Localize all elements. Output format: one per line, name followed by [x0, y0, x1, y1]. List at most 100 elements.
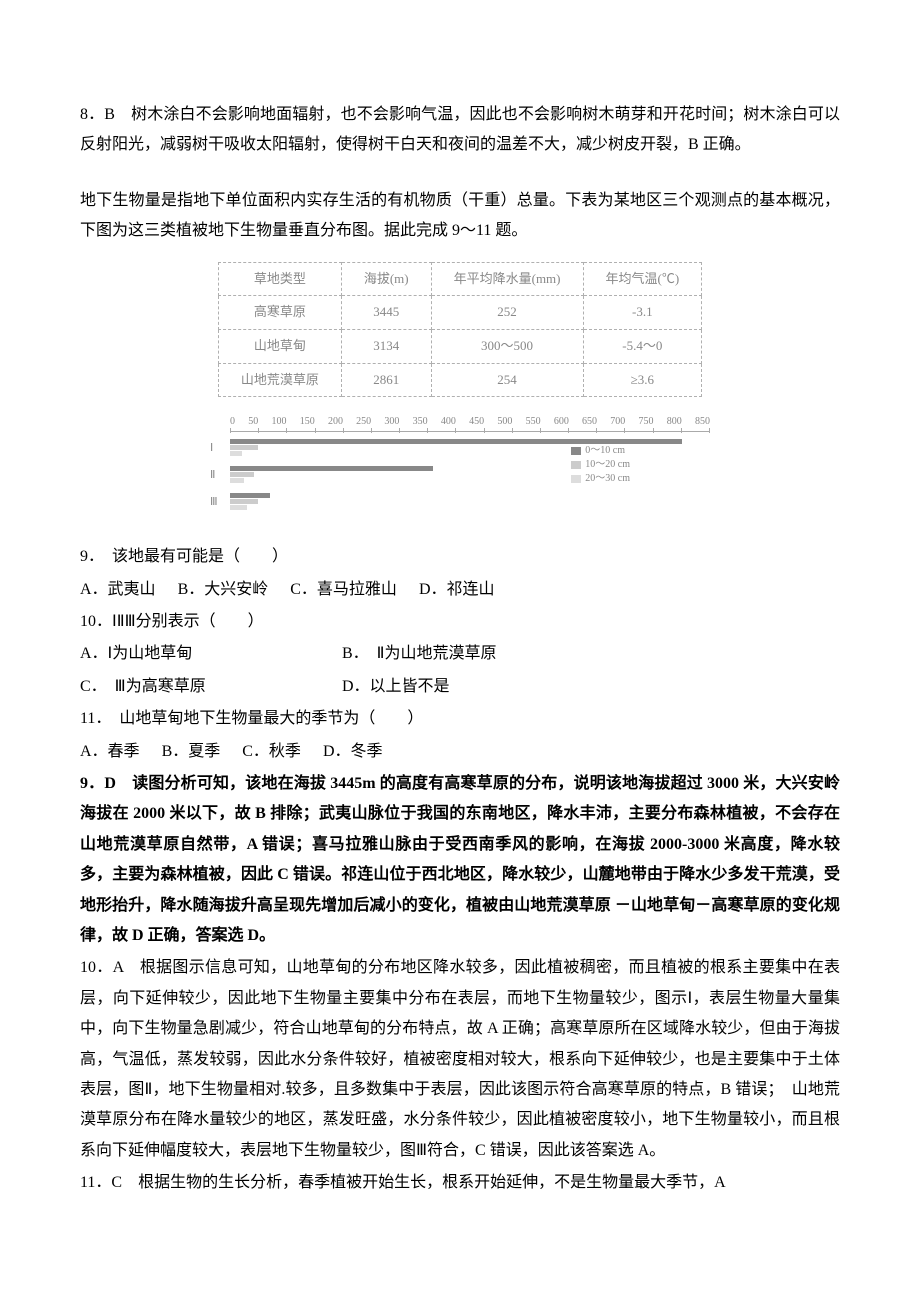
bar [230, 478, 244, 483]
legend-label: 20～30 cm [585, 472, 630, 486]
option-10d: D．以上皆不是 [342, 672, 450, 702]
x-tick [286, 428, 287, 433]
x-tick [596, 428, 597, 433]
bar-chart-wrapper: 0501001502002503003504004505005506006507… [80, 412, 840, 522]
question-11-stem: 11． 山地草甸地下生物量最大的季节为（ ） [80, 704, 840, 734]
option-10b: B． Ⅱ为山地荒漠草原 [342, 639, 497, 669]
option-9b: B．大兴安岭 [178, 575, 269, 605]
option-11c: C．秋季 [242, 737, 301, 767]
bar-group: Ⅲ [210, 490, 710, 513]
legend-box-2 [571, 475, 581, 483]
answer-10: 10．A 根据图示信息可知，山地草甸的分布地区降水较多，因此植被稠密，而且植被的… [80, 953, 840, 1166]
cell: -3.1 [583, 296, 702, 330]
table-row: 山地草甸 3134 300～500 -5.4～0 [218, 329, 701, 363]
question-10-stem: 10．ⅠⅡⅢ分别表示（ ） [80, 607, 840, 637]
answer-9-text: 读图分析可知，该地在海拔 3445m 的高度有高寒草原的分布，说明该地海拔超过 … [80, 775, 840, 944]
bar-set [230, 463, 710, 486]
table-header-row: 草地类型 海拔(m) 年平均降水量(mm) 年均气温(℃) [218, 262, 701, 296]
question-11-options: A．春季 B．夏季 C．秋季 D．冬季 [80, 737, 840, 767]
legend-label: 0～10 cm [585, 444, 625, 458]
bar [230, 451, 242, 456]
option-11b: B．夏季 [162, 737, 221, 767]
bar [230, 505, 247, 510]
bar [230, 466, 433, 471]
option-10c: C． Ⅲ为高寒草原 [80, 672, 320, 702]
bar-groups: Ⅰ Ⅱ Ⅲ [210, 436, 710, 513]
answer-9-label: 9．D [80, 775, 116, 792]
cell: 254 [431, 363, 583, 397]
option-11d: D．冬季 [323, 737, 383, 767]
bar-row-label: Ⅲ [210, 492, 218, 513]
x-tick [653, 428, 654, 433]
bar-row-label: Ⅱ [210, 465, 215, 486]
questions-intro: 地下生物量是指地下单位面积内实存生活的有机物质（干重）总量。下表为某地区三个观测… [80, 186, 840, 247]
table-row: 山地荒漠草原 2861 254 ≥3.6 [218, 363, 701, 397]
bar-set [230, 436, 710, 459]
data-table-wrapper: 草地类型 海拔(m) 年平均降水量(mm) 年均气温(℃) 高寒草原 3445 … [80, 262, 840, 398]
x-tick [399, 428, 400, 433]
th-type: 草地类型 [218, 262, 341, 296]
legend-item-2: 20～30 cm [571, 472, 630, 486]
cell: 山地荒漠草原 [218, 363, 341, 397]
legend-box-1 [571, 461, 581, 469]
cell: ≥3.6 [583, 363, 702, 397]
legend-item-1: 10～20 cm [571, 458, 630, 472]
option-10a: A．Ⅰ为山地草甸 [80, 639, 320, 669]
answer-11-label: 11．C [80, 1174, 122, 1191]
answer-11-text: 根据生物的生长分析，春季植被开始生长，根系开始延伸，不是生物量最大季节，A [122, 1174, 726, 1191]
x-tick [624, 428, 625, 433]
cell: 252 [431, 296, 583, 330]
question-9-stem: 9． 该地最有可能是（ ） [80, 542, 840, 572]
option-9a: A．武夷山 [80, 575, 156, 605]
x-tick [427, 428, 428, 433]
answer-8-text: 树木涂白不会影响地面辐射，也不会影响气温，因此也不会影响树木萌芽和开花时间；树木… [80, 106, 840, 153]
option-9c: C．喜马拉雅山 [290, 575, 397, 605]
legend-item-0: 0～10 cm [571, 444, 630, 458]
x-tick [371, 428, 372, 433]
answer-8-label: 8．B [80, 106, 115, 123]
cell: -5.4～0 [583, 329, 702, 363]
cell: 3134 [341, 329, 431, 363]
bar [230, 472, 254, 477]
grassland-table: 草地类型 海拔(m) 年平均降水量(mm) 年均气温(℃) 高寒草原 3445 … [218, 262, 702, 398]
x-axis-line [230, 431, 710, 432]
x-tick [455, 428, 456, 433]
x-tick [230, 428, 231, 433]
x-tick [681, 428, 682, 433]
cell: 3445 [341, 296, 431, 330]
bar [230, 499, 258, 504]
x-tick [512, 428, 513, 433]
answer-10-label: 10．A [80, 959, 123, 976]
bar-group: Ⅱ [210, 463, 710, 486]
bar-set [230, 490, 710, 513]
x-tick [568, 428, 569, 433]
bar [230, 445, 258, 450]
table-row: 高寒草原 3445 252 -3.1 [218, 296, 701, 330]
bar-group: Ⅰ [210, 436, 710, 459]
answer-8: 8．B 树木涂白不会影响地面辐射，也不会影响气温，因此也不会影响树木萌芽和开花时… [80, 100, 840, 161]
option-9d: D．祁连山 [419, 575, 495, 605]
answer-11: 11．C 根据生物的生长分析，春季植被开始生长，根系开始延伸，不是生物量最大季节… [80, 1168, 840, 1198]
x-tick [709, 428, 710, 433]
bar-row-label: Ⅰ [210, 438, 213, 459]
x-tick [343, 428, 344, 433]
answer-10-text: 根据图示信息可知，山地草甸的分布地区降水较多，因此植被稠密，而且植被的根系主要集… [80, 959, 840, 1158]
answer-9: 9．D 读图分析可知，该地在海拔 3445m 的高度有高寒草原的分布，说明该地海… [80, 769, 840, 951]
cell: 高寒草原 [218, 296, 341, 330]
legend-box-0 [571, 447, 581, 455]
biomass-bar-chart: 0501001502002503003504004505005506006507… [210, 412, 710, 522]
cell: 山地草甸 [218, 329, 341, 363]
x-tick [258, 428, 259, 433]
x-tick [484, 428, 485, 433]
option-11a: A．春季 [80, 737, 140, 767]
x-axis-ticks [230, 428, 710, 433]
x-tick [540, 428, 541, 433]
cell: 2861 [341, 363, 431, 397]
question-9-options: A．武夷山 B．大兴安岭 C．喜马拉雅山 D．祁连山 [80, 575, 840, 605]
th-altitude: 海拔(m) [341, 262, 431, 296]
legend-label: 10～20 cm [585, 458, 630, 472]
x-tick [315, 428, 316, 433]
question-10-options-2: C． Ⅲ为高寒草原 D．以上皆不是 [80, 672, 840, 702]
bar [230, 493, 270, 498]
th-precip: 年平均降水量(mm) [431, 262, 583, 296]
